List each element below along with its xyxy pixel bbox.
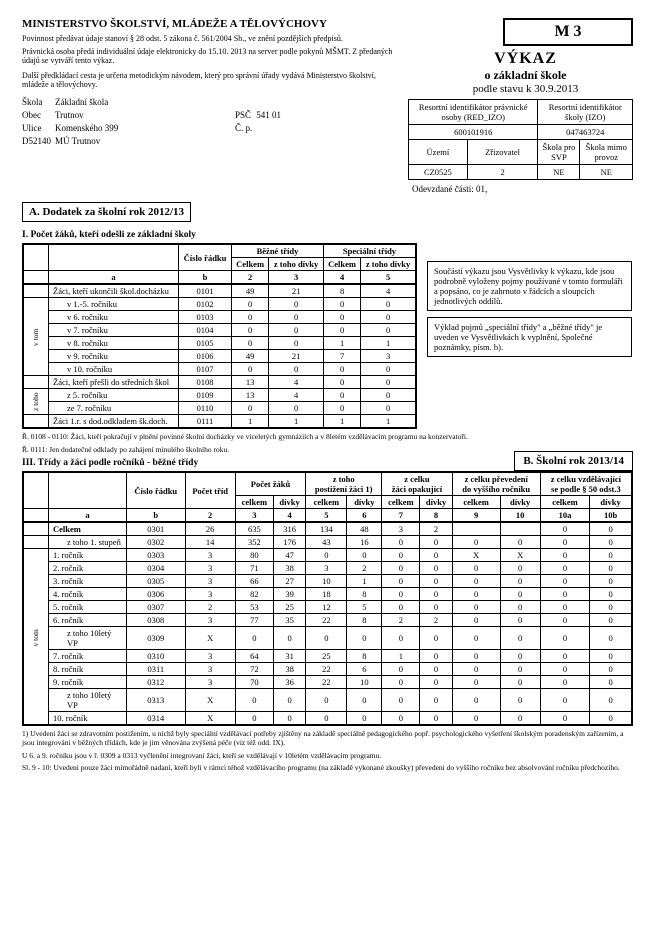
obec-label: Obec <box>22 109 55 122</box>
table-row: Žáci, kteří přešli do středních škol0108… <box>23 376 416 389</box>
footnote-b1: 1) Uvedeni žáci se zdravotním postižením… <box>22 730 633 747</box>
footnote-a2: Ř. 0111: Jen dodatečné odklady po zaháje… <box>22 446 468 455</box>
section-a-title: A. Dodatek za školní rok 2012/13 <box>22 202 191 222</box>
izo-label: Resortní identifikátor školy (IZO) <box>538 100 633 125</box>
table-row: v 9. ročníku0106492173 <box>23 350 416 363</box>
hdr-divky2: z toho dívky <box>361 258 416 271</box>
odevzdane-casti: Odevzdané části: 01, <box>408 184 633 194</box>
table-row: ze 7. ročníku01100000 <box>23 402 416 415</box>
table-row: Žáci, kteří ukončili škol.docházku010149… <box>23 284 416 298</box>
hdrb-opak: z celku žáci opakující <box>382 472 452 496</box>
vykaz-subtitle: o základní škole <box>418 68 633 83</box>
table-b: Číslo řádku Počet tříd Počet žáků z toho… <box>22 471 633 726</box>
ulice-value: Komenského 399 <box>55 122 235 135</box>
uzemi-value: CZ0525 <box>409 165 468 180</box>
table-row: 3. ročník030536627101000000 <box>23 575 632 588</box>
hdrb-vzd: z celku vzdělávající se podle § 50 odst.… <box>540 472 632 496</box>
uzemi-label: Území <box>409 140 468 165</box>
legal-text-2: Právnická osoba předá individuální údaje… <box>22 47 398 66</box>
hdr-bezne: Běžné třídy <box>232 244 324 258</box>
skola-value: Základní škola <box>55 96 285 109</box>
kod-value: D52140 <box>22 135 55 148</box>
table-row: v 6. ročníku01030000 <box>23 311 416 324</box>
vykaz-header: VÝKAZ o základní škole podle stavu k 30.… <box>418 50 633 95</box>
red-izo-value: 600101916 <box>409 125 538 140</box>
legal-text-1: Povinnost předávat údaje stanoví § 28 od… <box>22 34 398 44</box>
table-row: v 8. ročníku01050011 <box>23 337 416 350</box>
table-row: v 10. ročníku01070000 <box>23 363 416 376</box>
vykaz-date: podle stavu k 30.9.2013 <box>418 83 633 95</box>
mu-value: MÚ Trutnov <box>55 135 235 148</box>
table-row: z toho 10letý VP0309X0000000000 <box>23 627 632 650</box>
mimo-value: NE <box>580 165 633 180</box>
table-row: Žáci 1.r. s dod.odkladem šk.doch.0111111… <box>23 415 416 429</box>
header-row: MINISTERSTVO ŠKOLSTVÍ, MLÁDEŽE A TĚLOVÝC… <box>22 18 633 194</box>
legal-text-3: Další předkládací cesta je určena metodi… <box>22 71 398 90</box>
hdr-b: b <box>179 271 232 285</box>
svp-value: NE <box>538 165 580 180</box>
table-row: 4. ročník030638239188000000 <box>23 588 632 601</box>
hdr-celkem2: Celkem <box>323 258 360 271</box>
zrizovatel-label: Zřizovatel <box>467 140 538 165</box>
cp-label: Č. p. <box>235 122 256 135</box>
table-row: 8. ročník031137238226000000 <box>23 663 632 676</box>
hdrb-zaku: Počet žáků <box>235 472 305 496</box>
section-a3-title: III. Třídy a žáci podle ročníků - běžné … <box>22 458 468 468</box>
table-row: 6. ročník030837735228220000 <box>23 614 632 627</box>
identifier-table: Resortní identifikátor právnické osoby (… <box>408 99 633 180</box>
izo-value: 047463724 <box>538 125 633 140</box>
table-a: Číslo řádku Běžné třídy Speciální třídy … <box>22 243 417 429</box>
note-box-1: Součástí výkazu jsou Vysvětlivky k výkaz… <box>427 261 632 311</box>
hdr-divky1: z toho dívky <box>269 258 324 271</box>
hdrb-cislo: Číslo řádku <box>127 472 186 509</box>
hdr-a: a <box>49 271 179 285</box>
school-info: ŠkolaZákladní škola ObecTrutnovPSČ541 01… <box>22 96 398 148</box>
section-a-sub: I. Počet žáků, kteří odešli ze základní … <box>22 230 633 240</box>
table-row: z tohoz 5. ročníku010913400 <box>23 389 416 402</box>
hdrb-postiz: z toho postižení žáci 1) <box>306 472 382 496</box>
psc-value: 541 01 <box>256 109 285 122</box>
table-row: 2. ročník03043713832000000 <box>23 562 632 575</box>
red-izo-label: Resortní identifikátor právnické osoby (… <box>409 100 538 125</box>
footnote-b2: U 6. a 9. ročníku jsou v ř. 0309 a 0313 … <box>22 752 633 761</box>
obec-value: Trutnov <box>55 109 235 122</box>
footnote-a1: Ř. 0108 - 0110: Žáci, kteří pokračují v … <box>22 433 468 442</box>
table-row: 5. ročník030725325125000000 <box>23 601 632 614</box>
table-row: v 7. ročníku01040000 <box>23 324 416 337</box>
hdr-spec: Speciální třídy <box>323 244 416 258</box>
table-row: v tom1. ročník0303380470000XX00 <box>23 549 632 562</box>
hdrb-prev: z celku převedení do vyššího ročníku <box>452 472 540 496</box>
note-box-2: Výklad pojmů „speciální třídy" a „běžné … <box>427 317 632 357</box>
table-row: z toho 1. stupeň0302143521764316000000 <box>23 536 632 549</box>
skola-label: Škola <box>22 96 55 109</box>
hdr-celkem1: Celkem <box>232 258 269 271</box>
table-row: Celkem030126635316134483200 <box>23 522 632 536</box>
hdr-cislo: Číslo řádku <box>179 244 232 271</box>
table-row: 9. ročník0312370362210000000 <box>23 676 632 689</box>
psc-label: PSČ <box>235 109 256 122</box>
table-row: v tomv 1.-5. ročníku01020000 <box>23 298 416 311</box>
svp-label: Škola pro SVP <box>538 140 580 165</box>
mimo-label: Škola mimo provoz <box>580 140 633 165</box>
ministry-title: MINISTERSTVO ŠKOLSTVÍ, MLÁDEŽE A TĚLOVÝC… <box>22 18 398 30</box>
table-row: 10. ročník0314X0000000000 <box>23 712 632 726</box>
section-b-title: B. Školní rok 2013/14 <box>514 451 633 471</box>
vykaz-title: VÝKAZ <box>418 50 633 68</box>
zrizovatel-value: 2 <box>467 165 538 180</box>
form-code: M 3 <box>503 18 633 46</box>
table-row: z toho 10letý VP0313X0000000000 <box>23 689 632 712</box>
ulice-label: Ulice <box>22 122 55 135</box>
table-row: 7. ročník031036431258100000 <box>23 650 632 663</box>
hdrb-trid: Počet tříd <box>185 472 235 509</box>
footnote-b3: Sl. 9 - 10: Uvedeni pouze žáci mimořádně… <box>22 764 633 773</box>
